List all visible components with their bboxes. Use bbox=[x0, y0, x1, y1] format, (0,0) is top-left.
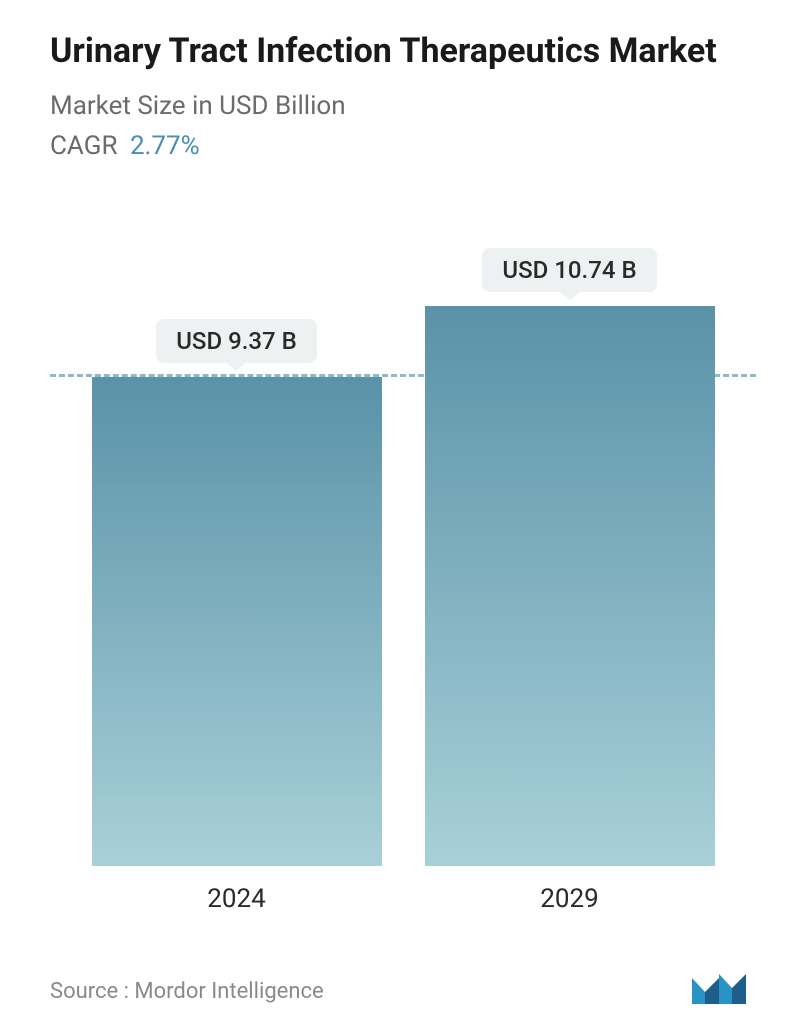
chart-title: Urinary Tract Infection Therapeutics Mar… bbox=[50, 30, 756, 73]
bar-x-label: 2029 bbox=[540, 884, 598, 914]
cagr-value: 2.77% bbox=[130, 131, 200, 161]
bar-rect bbox=[92, 377, 382, 866]
chart-subtitle: Market Size in USD Billion bbox=[50, 91, 756, 121]
bar-group-0: USD 9.37 B 2024 bbox=[92, 319, 382, 914]
bar-x-label: 2024 bbox=[207, 884, 265, 914]
chart-container: Urinary Tract Infection Therapeutics Mar… bbox=[0, 0, 796, 1034]
source-text: Source : Mordor Intelligence bbox=[50, 979, 324, 1004]
bar-value-label: USD 9.37 B bbox=[156, 319, 317, 363]
bar-group-1: USD 10.74 B 2029 bbox=[425, 248, 715, 914]
chart-footer: Source : Mordor Intelligence bbox=[50, 934, 756, 1034]
bar-value-label: USD 10.74 B bbox=[482, 248, 656, 292]
cagr-label: CAGR bbox=[50, 131, 117, 161]
chart-plot-area: USD 9.37 B 2024 USD 10.74 B 2029 bbox=[50, 231, 756, 915]
cagr-line: CAGR 2.77% bbox=[50, 131, 756, 161]
bar-rect bbox=[425, 306, 715, 866]
mordor-logo-icon bbox=[692, 964, 746, 1004]
